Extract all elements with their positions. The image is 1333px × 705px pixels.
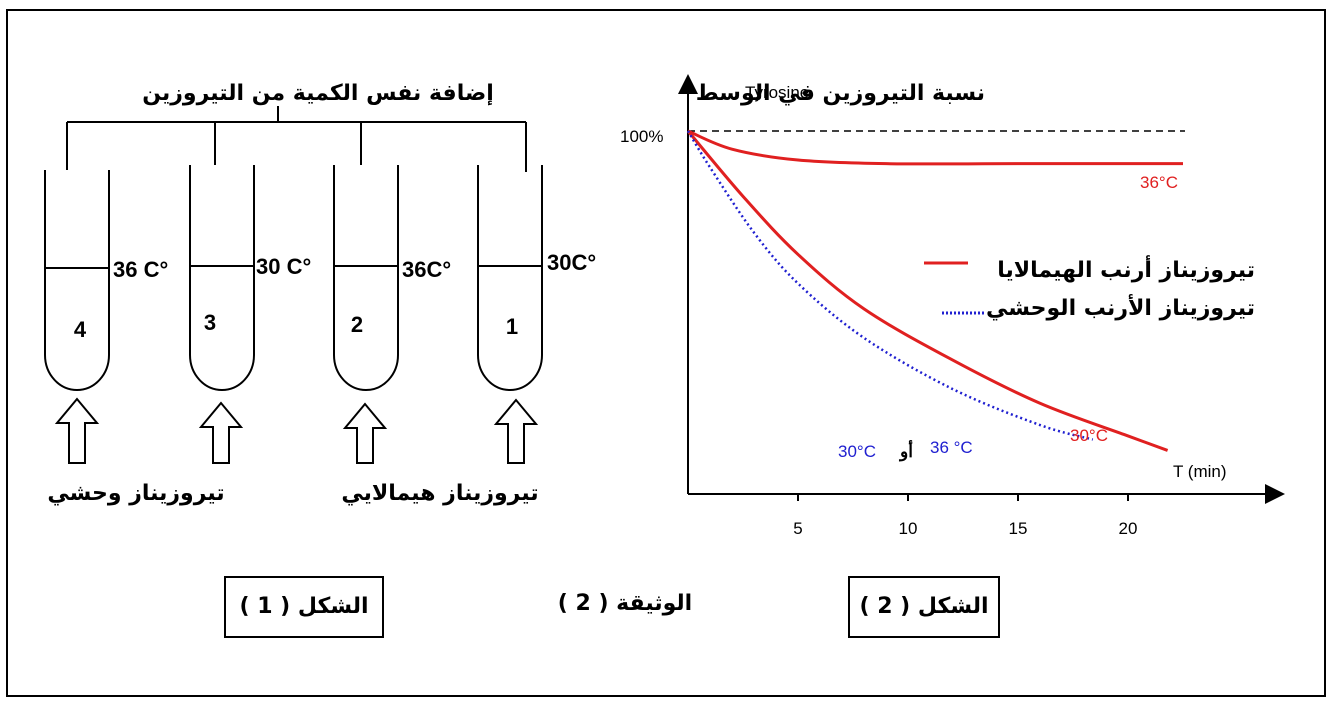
tube-3-number: 3 <box>204 310 216 335</box>
figure2-caption: الشكل ( 2 ) <box>859 594 988 619</box>
test-tube-1: 1 30C° <box>477 165 596 391</box>
x-axis-label: T (min) <box>1173 462 1227 481</box>
tube-3-temperature: 30 C° <box>256 254 311 279</box>
test-tube-2: 2 36C° <box>333 165 451 391</box>
tube-4-number: 4 <box>74 317 87 342</box>
tube-4-temperature: 36 C° <box>113 257 168 282</box>
series-layer <box>686 129 1183 452</box>
document-title: الوثيقة ( 2 ) <box>558 591 692 616</box>
series-wild <box>686 130 1094 441</box>
figure1-top-label: إضافة نفس الكمية من التيروزين <box>142 81 494 106</box>
label-himalayan-tyrosinase: تيروزيناز هيمالايي <box>341 481 538 506</box>
up-arrow-icon <box>54 397 100 464</box>
test-tube-4: 4 36 C° <box>44 170 168 391</box>
y-tick-100: 100% <box>620 127 663 146</box>
tube-2-number: 2 <box>351 312 363 337</box>
x-tick-label: 5 <box>793 519 802 538</box>
legend-wild-label: تيروزيناز الأرنب الوحشي <box>986 293 1255 321</box>
figure1: إضافة نفس الكمية من التيروزين 4 36 C° 3 … <box>44 81 596 638</box>
figure1-caption: الشكل ( 1 ) <box>239 594 368 619</box>
x-tick-label: 10 <box>899 519 918 538</box>
test-tube-3: 3 30 C° <box>189 165 311 391</box>
legend: تيروزيناز أرنب الهيمالايا تيروزيناز الأر… <box>924 254 1255 321</box>
outer-border <box>6 9 1326 697</box>
series-himalayan-30c <box>686 130 1169 452</box>
tube-2-temperature: 36C° <box>402 257 451 282</box>
legend-himalayan-label: تيروزيناز أرنب الهيمالايا <box>997 254 1255 283</box>
figure1-caption-box <box>224 576 384 638</box>
y-axis-label-ar: نسبة التيروزين في الوسط <box>696 81 985 106</box>
tube-1-temperature: 30C° <box>547 250 596 275</box>
up-arrow-icon <box>342 402 388 464</box>
label-wild-tyrosinase: تيروزيناز وحشي <box>47 481 224 506</box>
addition-bracket <box>66 106 527 172</box>
x-tick-label: 15 <box>1009 519 1028 538</box>
x-ticks: 5 10 15 20 <box>793 494 1137 538</box>
figure2: نسبة التيروزين في الوسط Tyrosine 100% T … <box>620 74 1285 638</box>
up-arrow-icon <box>493 398 539 464</box>
annotation-or: أو <box>898 439 913 462</box>
figure2-caption-box <box>848 576 1000 638</box>
series-himalayan-36c <box>687 129 1183 166</box>
up-arrow-icon <box>198 401 244 464</box>
annotation-wild-36c: 36 °C <box>930 438 973 457</box>
x-tick-label: 20 <box>1119 519 1138 538</box>
annotation-30c: 30°C <box>1070 426 1108 445</box>
annotation-36c: 36°C <box>1140 173 1178 192</box>
y-axis-label-en: Tyrosine <box>745 83 809 102</box>
tube-1-number: 1 <box>506 314 518 339</box>
annotation-wild-30c: 30°C <box>838 442 876 461</box>
